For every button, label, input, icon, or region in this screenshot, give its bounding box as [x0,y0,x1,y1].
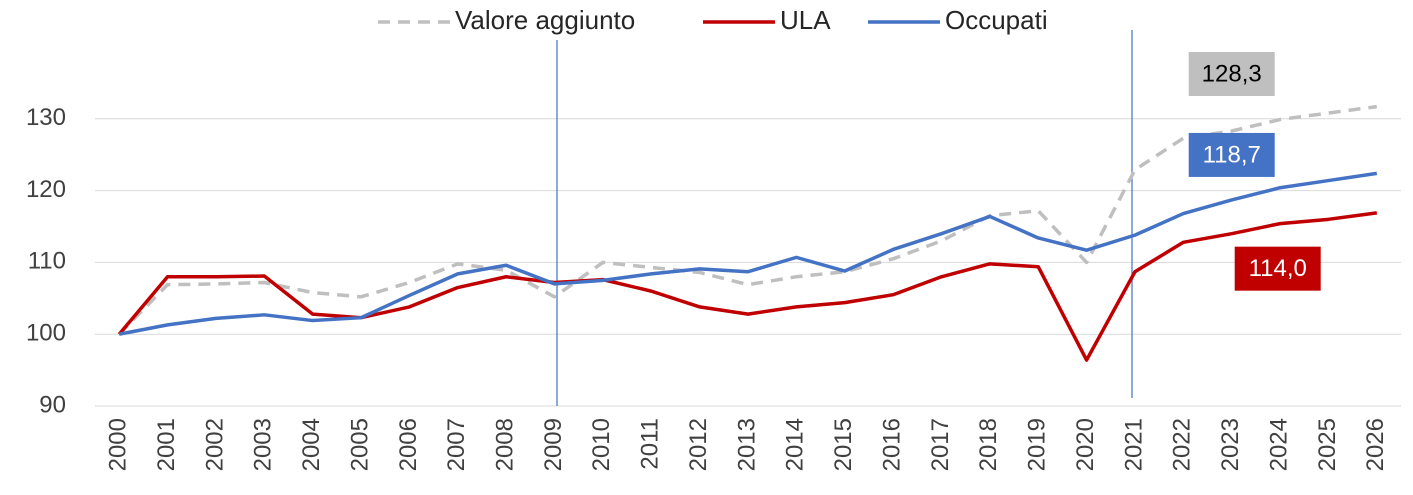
y-tick-label: 100 [26,320,66,347]
x-tick-label: 2001 [153,418,180,471]
x-tick-label: 2026 [1362,418,1389,471]
x-tick-label: 2022 [1169,418,1196,471]
x-tick-label: 2012 [685,418,712,471]
value-label: 114,0 [1249,255,1307,282]
y-tick-label: 110 [28,248,66,275]
value-label: 128,3 [1202,60,1262,87]
series-line [117,104,1378,336]
value-label: 118,7 [1203,141,1261,168]
value-label-box [1188,132,1275,177]
x-tick-label: 2003 [250,418,277,471]
x-tick-label: 2020 [1072,418,1099,471]
x-tick-label: 2025 [1314,418,1341,471]
x-tick-label: 2006 [395,418,422,471]
legend-label: Valore aggiunto [455,5,635,35]
x-tick-label: 2000 [105,418,132,471]
legend-label: ULA [780,5,831,35]
x-tick-label: 2019 [1024,418,1051,471]
x-tick-label: 2013 [733,418,760,471]
x-tick-label: 2021 [1120,418,1147,471]
x-tick-label: 2005 [346,418,373,471]
x-tick-label: 2015 [830,418,857,471]
x-tick-label: 2024 [1265,418,1292,471]
x-tick-label: 2009 [540,418,567,471]
x-tick-label: 2016 [878,418,905,471]
value-label-box [1188,52,1275,97]
x-tick-label: 2014 [782,418,809,471]
x-tick-label: 2011 [637,418,664,470]
x-tick-label: 2007 [443,418,470,471]
x-tick-label: 2018 [975,418,1002,471]
series-line [118,171,1378,336]
x-tick-label: 2008 [491,418,518,471]
legend-label: Occupati [945,5,1048,35]
y-tick-label: 120 [26,176,66,203]
y-tick-label: 130 [26,104,66,131]
x-tick-label: 2010 [588,418,615,471]
value-label-box [1234,246,1321,291]
series-line [117,211,1378,362]
x-tick-label: 2023 [1217,418,1244,471]
x-tick-label: 2002 [201,418,228,471]
y-tick-label: 90 [39,391,66,418]
x-tick-label: 2004 [298,418,325,471]
x-tick-label: 2017 [927,418,954,471]
